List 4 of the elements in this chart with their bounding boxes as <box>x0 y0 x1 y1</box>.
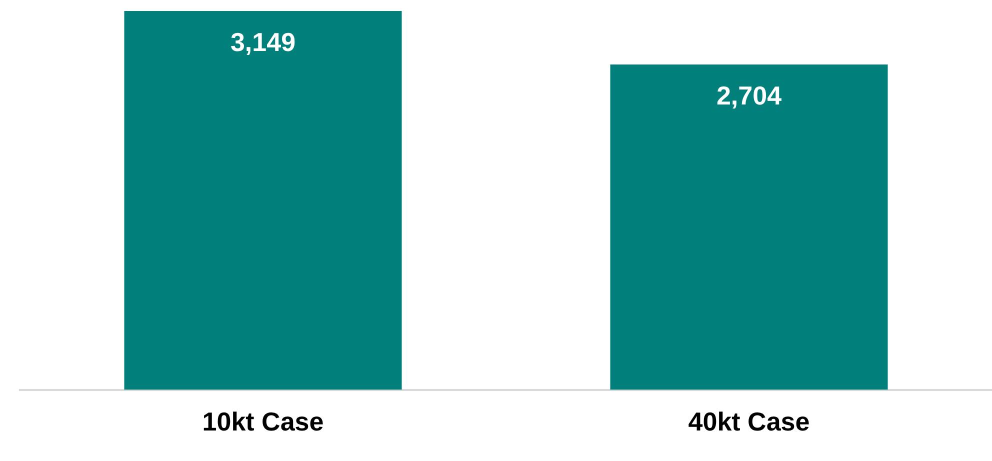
x-tick-label: 10kt Case <box>202 406 324 437</box>
data-label: 2,704 <box>716 80 782 111</box>
x-tick-label: 40kt Case <box>688 406 810 437</box>
data-label: 3,149 <box>230 27 296 58</box>
